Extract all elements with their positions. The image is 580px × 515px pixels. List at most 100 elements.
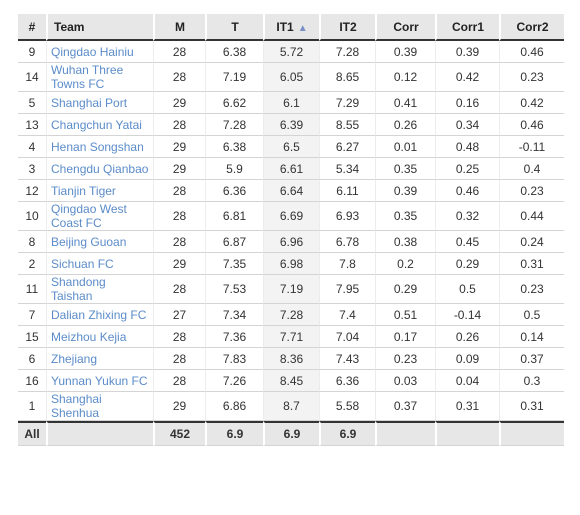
corr2-cell: 0.44 [499,202,564,231]
table-row: 11 Shandong Taishan 28 7.53 7.19 7.95 0.29 0.5 0… [18,275,564,304]
table-row: 6 Zhejiang 28 7.83 8.36 7.43 0.23 0.09 0.37 [18,348,564,370]
it2-cell: 6.11 [319,180,375,202]
column-header-t[interactable]: T [205,14,263,41]
totals-corr [375,421,435,446]
table-row: 4 Henan Songshan 29 6.38 6.5 6.27 0.01 0.48 -0.1… [18,136,564,158]
table-row: 12 Tianjin Tiger 28 6.36 6.64 6.11 0.39 0.46 0.2… [18,180,564,202]
team-link[interactable]: Shanghai Shenhua [46,392,153,421]
corr-cell: 0.23 [375,348,435,370]
team-link[interactable]: Sichuan FC [46,253,153,275]
t-cell: 7.26 [205,370,263,392]
corr-cell: 0.35 [375,202,435,231]
rank-cell: 3 [18,158,46,180]
table-row: 3 Chengdu Qianbao 29 5.9 6.61 5.34 0.35 0.25 0.4 [18,158,564,180]
it2-cell: 5.58 [319,392,375,421]
matches-cell: 29 [153,392,205,421]
corr2-cell: 0.46 [499,114,564,136]
corr2-cell: 0.42 [499,92,564,114]
header-row: # Team M T IT1 ▲ IT2 Corr Corr1 Corr2 [18,14,564,41]
corr1-cell: -0.14 [435,304,499,326]
it1-cell: 6.05 [263,63,319,92]
corr2-cell: 0.14 [499,326,564,348]
totals-it2: 6.9 [319,421,375,446]
rank-cell: 6 [18,348,46,370]
corr-cell: 0.39 [375,180,435,202]
it2-cell: 7.8 [319,253,375,275]
it2-cell: 8.55 [319,114,375,136]
corr2-cell: 0.23 [499,63,564,92]
team-link[interactable]: Dalian Zhixing FC [46,304,153,326]
column-header-rank[interactable]: # [18,14,46,41]
team-link[interactable]: Qingdao Hainiu [46,41,153,63]
it2-cell: 6.27 [319,136,375,158]
matches-cell: 28 [153,114,205,136]
table-row: 13 Changchun Yatai 28 7.28 6.39 8.55 0.26 0.34 0… [18,114,564,136]
table-row: 7 Dalian Zhixing FC 27 7.34 7.28 7.4 0.51 -0.14… [18,304,564,326]
team-link[interactable]: Beijing Guoan [46,231,153,253]
t-cell: 7.34 [205,304,263,326]
t-cell: 7.83 [205,348,263,370]
team-link[interactable]: Shandong Taishan [46,275,153,304]
team-link[interactable]: Qingdao West Coast FC [46,202,153,231]
matches-cell: 28 [153,63,205,92]
matches-cell: 29 [153,158,205,180]
totals-team [46,421,153,446]
corr2-cell: -0.11 [499,136,564,158]
table-row: 8 Beijing Guoan 28 6.87 6.96 6.78 0.38 0.45 0.24 [18,231,564,253]
corr1-cell: 0.25 [435,158,499,180]
corr2-cell: 0.37 [499,348,564,370]
totals-corr1 [435,421,499,446]
column-header-team[interactable]: Team [46,14,153,41]
table-row: 16 Yunnan Yukun FC 28 7.26 8.45 6.36 0.03 0.04 0… [18,370,564,392]
column-header-corr2[interactable]: Corr2 [499,14,564,41]
it1-cell: 6.64 [263,180,319,202]
corr1-cell: 0.26 [435,326,499,348]
it2-cell: 7.04 [319,326,375,348]
totals-m: 452 [153,421,205,446]
rank-cell: 10 [18,202,46,231]
team-link[interactable]: Changchun Yatai [46,114,153,136]
matches-cell: 28 [153,326,205,348]
it2-cell: 6.36 [319,370,375,392]
column-header-corr1[interactable]: Corr1 [435,14,499,41]
team-link[interactable]: Wuhan Three Towns FC [46,63,153,92]
it1-cell: 6.1 [263,92,319,114]
team-link[interactable]: Tianjin Tiger [46,180,153,202]
it1-cell: 6.61 [263,158,319,180]
totals-label: All [18,421,46,446]
rank-cell: 4 [18,136,46,158]
stats-table-container: # Team M T IT1 ▲ IT2 Corr Corr1 Corr2 9 Qi… [18,14,564,446]
corr1-cell: 0.45 [435,231,499,253]
t-cell: 7.35 [205,253,263,275]
totals-row: All 452 6.9 6.9 6.9 [18,421,564,446]
table-row: 15 Meizhou Kejia 28 7.36 7.71 7.04 0.17 0.26 0.1… [18,326,564,348]
matches-cell: 28 [153,275,205,304]
t-cell: 6.38 [205,41,263,63]
it2-cell: 7.43 [319,348,375,370]
corr-cell: 0.37 [375,392,435,421]
column-header-m[interactable]: M [153,14,205,41]
column-header-corr[interactable]: Corr [375,14,435,41]
corr1-cell: 0.46 [435,180,499,202]
team-link[interactable]: Meizhou Kejia [46,326,153,348]
it2-cell: 6.78 [319,231,375,253]
t-cell: 7.53 [205,275,263,304]
corr-cell: 0.38 [375,231,435,253]
table-row: 2 Sichuan FC 29 7.35 6.98 7.8 0.2 0.29 0.31 [18,253,564,275]
it2-cell: 7.95 [319,275,375,304]
team-link[interactable]: Yunnan Yukun FC [46,370,153,392]
rank-cell: 11 [18,275,46,304]
t-cell: 5.9 [205,158,263,180]
team-link[interactable]: Chengdu Qianbao [46,158,153,180]
column-header-it1[interactable]: IT1 ▲ [263,14,319,41]
table-row: 5 Shanghai Port 29 6.62 6.1 7.29 0.41 0.16 0.42 [18,92,564,114]
column-header-it2[interactable]: IT2 [319,14,375,41]
team-link[interactable]: Shanghai Port [46,92,153,114]
t-cell: 6.87 [205,231,263,253]
team-link[interactable]: Zhejiang [46,348,153,370]
team-link[interactable]: Henan Songshan [46,136,153,158]
t-cell: 6.62 [205,92,263,114]
it1-cell: 8.36 [263,348,319,370]
matches-cell: 28 [153,41,205,63]
it1-cell: 6.39 [263,114,319,136]
